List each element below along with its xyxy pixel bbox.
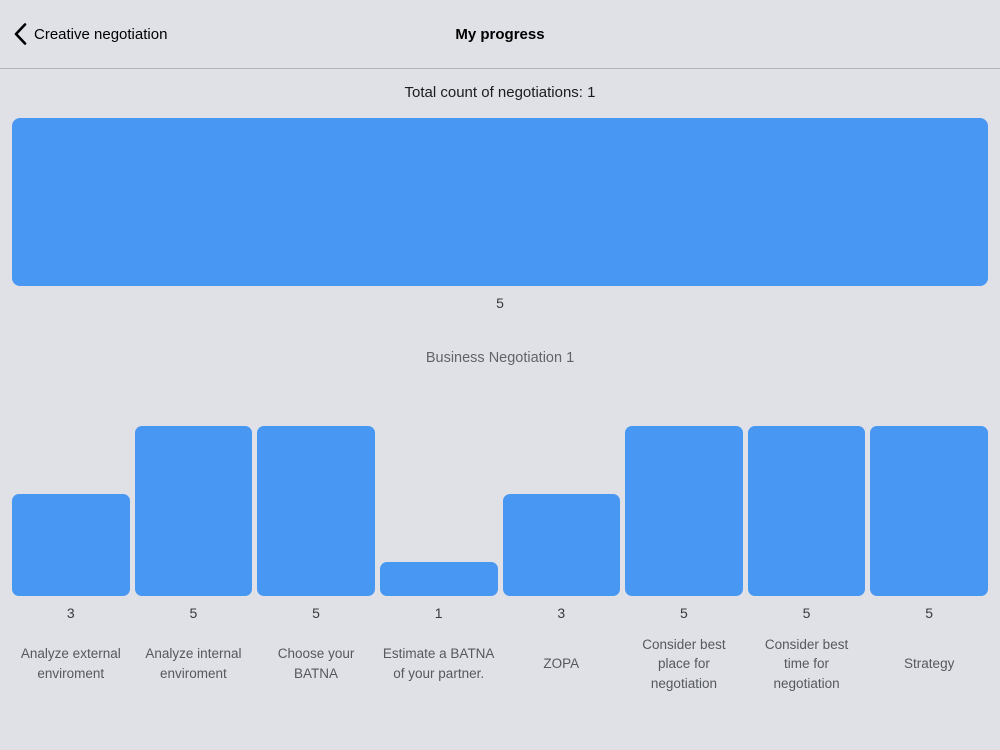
chart-bar[interactable]	[870, 426, 988, 596]
chart-bar[interactable]	[12, 494, 130, 596]
bar-value: 5	[680, 605, 688, 621]
chart-column: 5 Strategy	[870, 426, 988, 703]
bar-track	[12, 426, 130, 596]
header: Creative negotiation My progress	[0, 0, 1000, 69]
bar-track	[379, 426, 498, 596]
bar-value: 3	[66, 605, 75, 621]
bar-value: 3	[557, 605, 566, 621]
chart-column: 5 Consider best place for negotiation	[625, 426, 743, 703]
back-button[interactable]: Creative negotiation	[8, 0, 173, 68]
bar-value: 5	[189, 605, 198, 621]
bar-label: Estimate a BATNA of your partner.	[382, 646, 495, 681]
bar-label: Choose your BATNA	[277, 646, 355, 681]
chart-bar[interactable]	[502, 494, 621, 596]
chart-column: 3 Analyze external enviroment	[12, 426, 130, 703]
chart-column: 1 Estimate a BATNA of your partner.	[379, 426, 498, 703]
total-chart-bar[interactable]	[12, 118, 988, 286]
bar-label: Analyze external enviroment	[20, 646, 121, 681]
chart-bar[interactable]	[134, 426, 253, 596]
total-chart-value: 5	[496, 295, 504, 311]
total-chart: 5 Business Negotiation 1	[12, 118, 988, 366]
bar-value: 5	[925, 605, 934, 621]
page-title: My progress	[455, 25, 545, 43]
bar-label: Analyze internal enviroment	[145, 646, 242, 681]
chart-column: 5 Consider best time for negotiation	[747, 426, 866, 703]
bar-value: 5	[802, 605, 811, 621]
steps-chart: 3 Analyze external enviroment 5 Analyze int…	[12, 426, 988, 703]
bar-label: ZOPA	[543, 656, 580, 672]
chart-column: 5 Analyze internal enviroment	[134, 426, 253, 703]
bar-track	[257, 426, 375, 596]
chart-column: 5 Choose your BATNA	[257, 426, 375, 703]
bar-track	[625, 426, 743, 596]
bar-label: Consider best place for negotiation	[642, 636, 726, 691]
total-chart-category: Business Negotiation 1	[425, 350, 575, 366]
chart-column: 3 ZOPA	[502, 426, 621, 703]
chart-bar[interactable]	[625, 426, 743, 596]
chevron-left-icon	[14, 23, 27, 45]
total-negotiations-text: Total count of negotiations: 1	[404, 84, 596, 101]
bar-label: Strategy	[904, 656, 955, 672]
bar-label: Consider best time for negotiation	[764, 636, 849, 691]
back-button-label: Creative negotiation	[34, 25, 168, 43]
chart-bar[interactable]	[747, 426, 866, 596]
bar-track	[870, 426, 988, 596]
bar-track	[747, 426, 866, 596]
bar-track	[134, 426, 253, 596]
chart-bar[interactable]	[257, 426, 375, 596]
bar-value: 1	[434, 605, 443, 621]
chart-bar[interactable]	[379, 562, 498, 596]
bar-value: 5	[312, 605, 320, 621]
bar-track	[502, 426, 621, 596]
